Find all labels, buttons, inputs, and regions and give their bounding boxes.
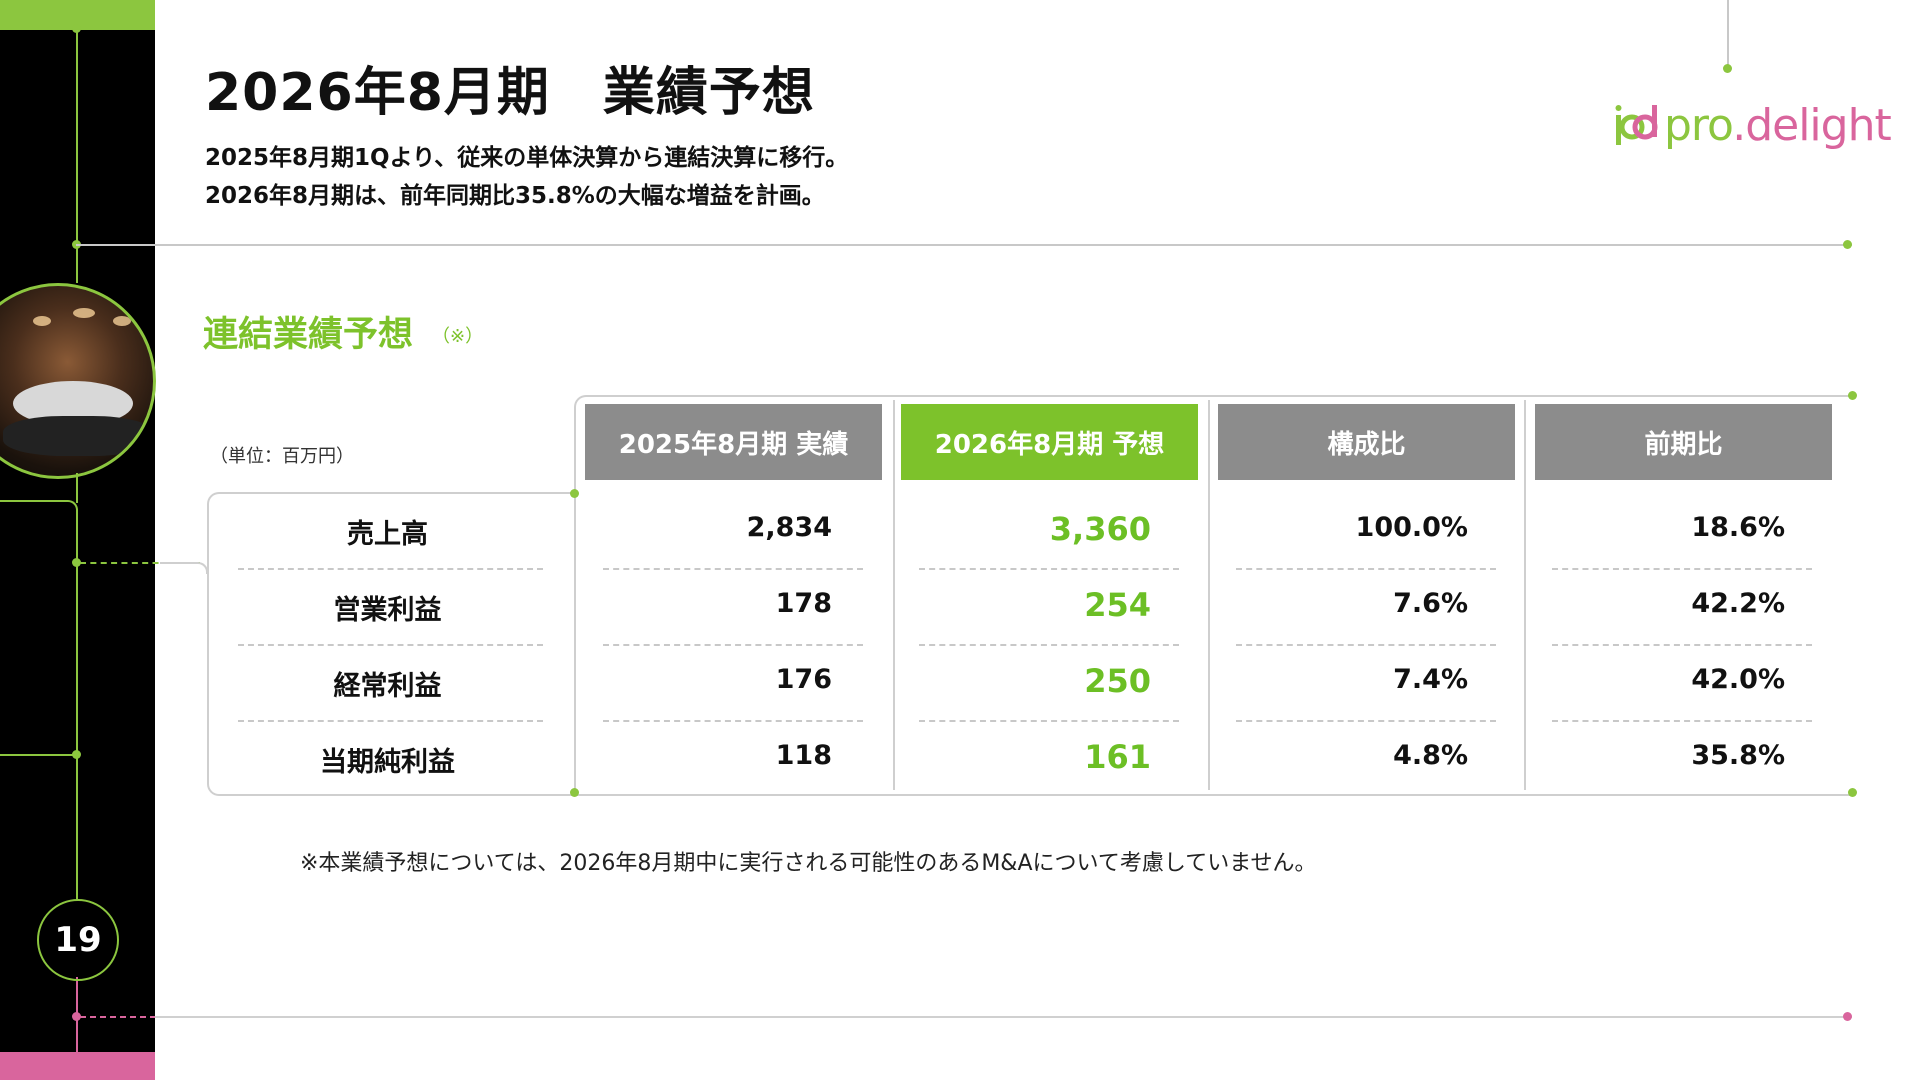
table-dot: [1848, 788, 1857, 797]
row-divider: [1236, 644, 1496, 646]
cell-forecast: 161: [1084, 738, 1151, 776]
unit-label: （単位：百万円）: [210, 446, 354, 467]
cell-ratio: 7.6%: [1393, 588, 1468, 619]
left-dashed-connector: [80, 562, 200, 564]
row-label-operating-income: 営業利益: [333, 595, 442, 626]
table-dot: [570, 788, 579, 797]
subtitle-line-2: 2026年8月期は、前年同期比35.8%の大幅な増益を計画。: [205, 183, 825, 209]
left-bottom-accent: [0, 1052, 155, 1080]
subtitle-line-1: 2025年8月期1Qより、従来の単体決算から連結決算に移行。: [205, 145, 849, 171]
cell-actual: 2,834: [746, 512, 832, 543]
header-2025-actual: 2025年8月期 実績: [585, 404, 882, 480]
left-connector: [76, 473, 78, 503]
meeting-room-photo: [0, 283, 156, 479]
left-connector-pink: [76, 977, 78, 1017]
page-title: 2026年8月期 業績予想: [205, 63, 815, 123]
row-label-frame: [207, 492, 574, 796]
cell-yoy: 18.6%: [1691, 512, 1785, 543]
column-separator: [893, 400, 895, 790]
header-divider-dot: [1843, 240, 1852, 249]
column-separator: [1524, 400, 1526, 790]
footer-divider: [155, 1016, 1852, 1018]
column-separator: [1208, 400, 1210, 790]
header-divider: [76, 244, 1852, 246]
row-divider: [1236, 568, 1496, 570]
cell-ratio: 7.4%: [1393, 664, 1468, 695]
cell-actual: 118: [775, 740, 832, 771]
table-dot: [570, 489, 579, 498]
left-connector: [76, 754, 78, 900]
row-divider: [1552, 644, 1812, 646]
logo-text: pro.delight: [1664, 100, 1892, 151]
header-2026-forecast: 2026年8月期 予想: [901, 404, 1198, 480]
cell-ratio: 100.0%: [1355, 512, 1468, 543]
page-number: 19: [37, 899, 119, 981]
cell-yoy: 35.8%: [1691, 740, 1785, 771]
section-title: 連結業績予想: [203, 315, 414, 355]
logo-connector: [1727, 0, 1729, 68]
logo-mark-icon: [1614, 103, 1660, 149]
logo-dot: [1723, 64, 1732, 73]
row-divider: [238, 720, 543, 722]
row-divider: [238, 568, 543, 570]
left-connector: [0, 500, 66, 502]
row-divider: [919, 568, 1179, 570]
left-connector-pink: [76, 1020, 78, 1052]
header-composition-ratio: 構成比: [1218, 404, 1515, 480]
cell-yoy: 42.2%: [1691, 588, 1785, 619]
cell-yoy: 42.0%: [1691, 664, 1785, 695]
table-connector: [160, 562, 208, 574]
left-pink-dashed: [80, 1016, 156, 1018]
cell-actual: 176: [775, 664, 832, 695]
company-logo: pro.delight: [1614, 100, 1892, 151]
row-label-ordinary-income: 経常利益: [333, 671, 442, 702]
cell-forecast: 250: [1084, 662, 1151, 700]
row-divider: [603, 568, 863, 570]
row-divider: [919, 720, 1179, 722]
cell-ratio: 4.8%: [1393, 740, 1468, 771]
table-frame: [574, 395, 1853, 796]
left-vertical-line: [76, 0, 78, 283]
left-dot: [72, 558, 81, 567]
footnote: ※本業績予想については、2026年8月期中に実行される可能性のあるM&Aについて…: [300, 851, 1317, 876]
row-divider: [1236, 720, 1496, 722]
row-divider: [1552, 568, 1812, 570]
cell-forecast: 254: [1084, 586, 1151, 624]
row-divider: [603, 720, 863, 722]
table-dot: [1848, 391, 1857, 400]
left-connector: [64, 500, 78, 514]
row-divider: [919, 644, 1179, 646]
row-label-net-income: 当期純利益: [320, 747, 455, 778]
cell-forecast: 3,360: [1049, 510, 1151, 548]
section-note: （※）: [432, 326, 484, 347]
header-yoy: 前期比: [1535, 404, 1832, 480]
row-divider: [1552, 720, 1812, 722]
row-divider: [603, 644, 863, 646]
cell-actual: 178: [775, 588, 832, 619]
row-divider: [238, 644, 543, 646]
left-connector: [76, 510, 78, 755]
row-label-sales: 売上高: [347, 519, 428, 550]
left-dot: [72, 24, 81, 33]
footer-pink-dot: [1843, 1012, 1852, 1021]
left-pink-dot: [72, 1012, 81, 1021]
left-connector: [0, 754, 76, 756]
